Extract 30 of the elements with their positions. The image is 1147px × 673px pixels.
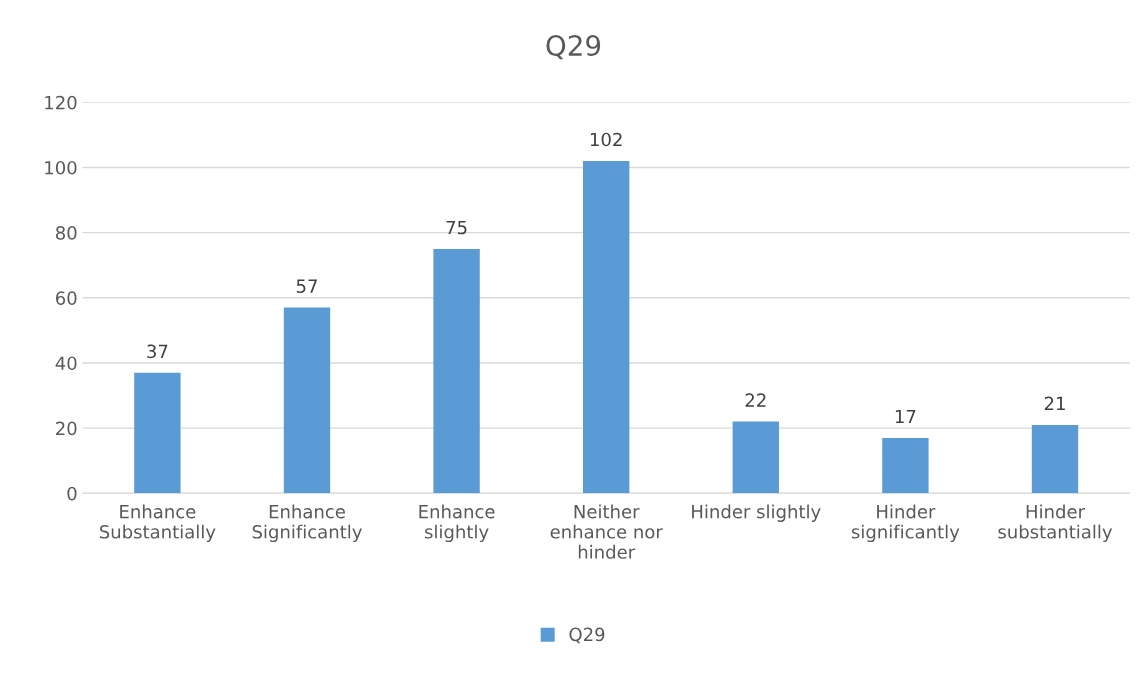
x-tick-label: Enhance Substantially — [99, 504, 216, 543]
x-tick-label: Hinder significantly — [851, 504, 960, 543]
data-label: 75 — [446, 220, 467, 235]
y-tick-label: 60 — [56, 291, 77, 305]
bar — [134, 372, 181, 494]
y-tick-label: 120 — [45, 95, 77, 110]
data-label: 102 — [590, 132, 622, 147]
bar — [882, 437, 929, 494]
chart-title: Q29 — [546, 35, 601, 60]
data-label: 21 — [1044, 396, 1065, 411]
bar — [1031, 424, 1079, 494]
y-tick-label: 100 — [45, 160, 77, 175]
x-tick-label: Hinder substantially — [998, 504, 1113, 543]
legend-label: Q29 — [569, 627, 605, 644]
data-label: 22 — [745, 393, 766, 407]
x-tick-label: Neither enhance nor hinder — [550, 504, 663, 559]
bar — [732, 421, 779, 494]
y-tick-label: 80 — [55, 226, 77, 240]
y-tick-label: 20 — [56, 421, 77, 436]
x-tick-label: Enhance Significantly — [252, 504, 362, 543]
x-tick-label: Hinder slightly — [692, 504, 821, 522]
y-tick-label: 0 — [67, 486, 77, 501]
data-label: 17 — [895, 409, 916, 424]
bar — [583, 160, 630, 494]
x-tick-label: Enhance slightly — [419, 504, 495, 543]
bar — [283, 307, 331, 494]
data-label: 57 — [296, 279, 317, 293]
data-label: 37 — [147, 344, 168, 359]
bar — [433, 248, 480, 494]
y-tick-label: 40 — [55, 356, 77, 371]
